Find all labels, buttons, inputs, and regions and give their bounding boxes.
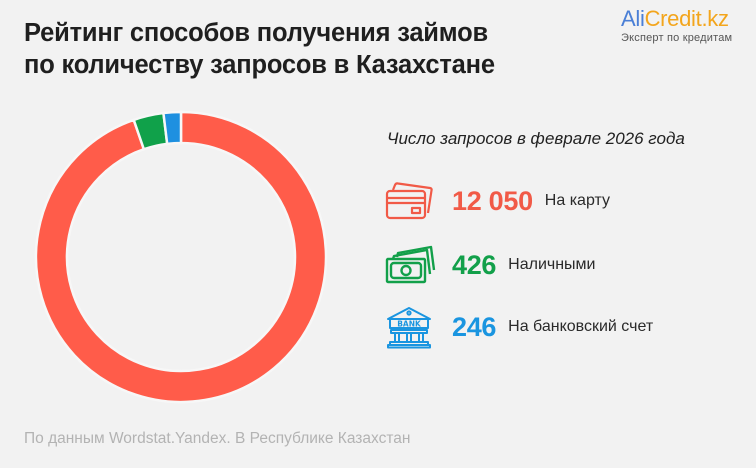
legend-heading: Число запросов в феврале 2026 года [387, 129, 685, 148]
logo-credit-text: Credit.kz [644, 6, 729, 31]
svg-text:BANK: BANK [397, 320, 422, 329]
legend-label-bank-account: На банковский счет [508, 318, 654, 335]
legend-item-cash: 426 Наличными [385, 242, 596, 288]
title-line-2: по количеству запросов в Казахстане [24, 51, 495, 79]
alicredit-logo[interactable]: AliCredit.kz Эксперт по кредитам [621, 6, 751, 44]
logo-ali-text: Ali [621, 6, 645, 31]
legend-label-cash: Наличными [508, 256, 596, 273]
credit-card-icon [385, 178, 439, 224]
source-note: По данным Wordstat.Yandex. В Республике … [24, 430, 411, 447]
legend-value-card: 12 050 [452, 185, 533, 216]
legend-item-card: 12 050 На карту [385, 178, 610, 224]
legend-item-bank-account: BANK 246 На банковский счет [385, 304, 653, 350]
chart-title: Рейтинг способов получения займов по кол… [24, 17, 584, 81]
cash-banknotes-icon [385, 242, 439, 288]
donut-segment [34, 110, 328, 404]
bank-building-icon: BANK [385, 304, 439, 350]
legend-value-bank-account: 246 [452, 311, 497, 342]
legend-label-card: На карту [544, 192, 610, 209]
legend-value-cash: 426 [452, 249, 497, 280]
logo-wordmark: AliCredit.kz [621, 6, 751, 32]
title-line-1: Рейтинг способов получения займов [24, 19, 488, 47]
donut-segment [162, 110, 183, 146]
donut-segment [132, 111, 169, 151]
logo-tagline: Эксперт по кредитам [621, 32, 733, 44]
